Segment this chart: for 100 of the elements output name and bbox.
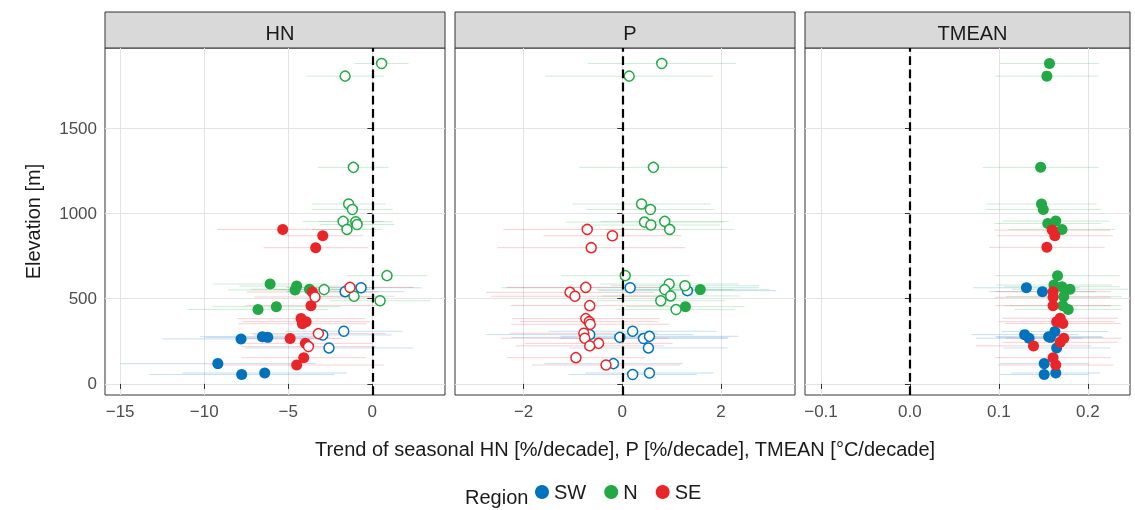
point <box>339 70 351 82</box>
point <box>318 283 330 296</box>
point <box>323 342 335 354</box>
point <box>670 303 682 316</box>
point <box>1028 340 1040 352</box>
point <box>1035 161 1047 173</box>
legend-title: Region <box>465 486 529 508</box>
x-tick-label: −15 <box>105 402 135 421</box>
point <box>355 282 367 294</box>
y-axis-title: Elevation [m] <box>22 163 44 280</box>
x-tick-label: 0 <box>367 402 378 421</box>
point <box>664 290 677 302</box>
point <box>348 290 360 303</box>
point <box>679 279 691 292</box>
point <box>626 368 639 381</box>
point <box>346 203 359 216</box>
point <box>569 290 581 303</box>
point <box>312 327 325 340</box>
y-tick-label: 1000 <box>59 203 97 223</box>
point <box>309 291 321 303</box>
point <box>284 333 296 345</box>
x-tick-label: 0.0 <box>898 402 922 421</box>
legend-label: N <box>623 481 638 503</box>
point <box>341 223 353 236</box>
point <box>643 330 656 343</box>
point <box>375 57 388 70</box>
point <box>647 161 660 174</box>
point <box>679 301 691 313</box>
x-tick-label: 0.2 <box>1075 402 1100 421</box>
point <box>310 242 322 254</box>
point <box>583 340 596 352</box>
point <box>212 358 224 370</box>
point <box>624 282 636 294</box>
point <box>235 333 247 345</box>
point <box>338 325 350 337</box>
point <box>277 223 289 235</box>
point <box>1062 303 1074 315</box>
x-tick-label: 0 <box>617 402 628 421</box>
point <box>1038 358 1050 370</box>
x-axis-title: Trend of seasonal HN [%/decade], P [%/decade], TMEAN [°C/decade] <box>314 438 936 460</box>
point <box>291 359 303 371</box>
y-tick-label: 500 <box>68 289 97 309</box>
point <box>1041 241 1053 253</box>
point <box>1036 286 1048 298</box>
point <box>570 351 582 364</box>
y-tick-label: 1500 <box>59 118 97 138</box>
point <box>1054 336 1066 348</box>
point <box>1038 369 1050 381</box>
point <box>236 369 248 381</box>
point <box>1052 270 1064 282</box>
point <box>643 367 656 379</box>
point <box>1044 58 1056 70</box>
point <box>1047 300 1059 312</box>
point <box>645 219 657 231</box>
point <box>259 367 271 379</box>
legend-label: SE <box>674 481 702 503</box>
point <box>344 281 356 294</box>
point <box>623 70 635 82</box>
point <box>694 284 706 296</box>
x-tick-label: −0.1 <box>804 402 838 421</box>
x-tick-label: −2 <box>513 402 534 421</box>
point <box>655 294 667 307</box>
chart-title: TMEAN <box>937 22 1008 44</box>
point <box>592 337 605 350</box>
point <box>1064 283 1076 295</box>
point <box>658 215 671 228</box>
point <box>1049 230 1061 242</box>
point <box>663 223 676 236</box>
point <box>264 278 276 290</box>
point <box>270 301 282 313</box>
point <box>1050 359 1062 371</box>
point <box>1020 282 1032 294</box>
x-tick-label: 2 <box>716 402 726 421</box>
point <box>317 230 329 242</box>
point <box>626 325 639 337</box>
point <box>656 57 668 70</box>
point <box>583 299 596 312</box>
x-tick-label: −10 <box>189 402 219 421</box>
point <box>581 223 593 236</box>
point <box>302 340 315 353</box>
y-tick-label: 0 <box>87 374 97 394</box>
point <box>1050 215 1062 227</box>
point <box>606 229 619 242</box>
legend-label: SW <box>554 481 587 503</box>
point <box>374 294 386 307</box>
point <box>252 303 264 315</box>
point <box>347 161 360 174</box>
chart-title: HN <box>265 22 295 44</box>
point <box>298 352 310 364</box>
x-tick-label: 0.1 <box>987 402 1011 421</box>
point <box>580 281 592 294</box>
point <box>644 203 657 216</box>
point <box>585 241 597 254</box>
point <box>381 269 393 282</box>
point <box>305 300 317 312</box>
point <box>1041 70 1053 82</box>
point <box>635 198 648 210</box>
point <box>600 359 612 371</box>
x-tick-label: −5 <box>278 402 298 421</box>
point <box>642 342 655 354</box>
